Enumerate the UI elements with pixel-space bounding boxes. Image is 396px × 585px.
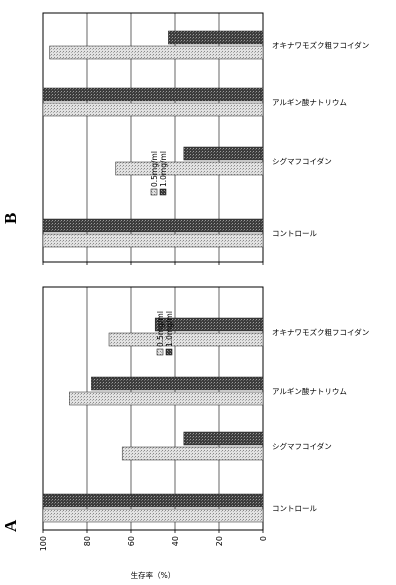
bar-1-0mg-4: [154, 317, 264, 332]
category-label: シグマフコイダン: [272, 441, 332, 451]
category-label: アルギン酸ナトリウム: [272, 386, 347, 396]
bar-0-5mg-1: [42, 508, 264, 523]
category-label: コントロール: [272, 504, 317, 513]
legend-swatch: [156, 348, 164, 356]
legend-label: 0.5mg/ml: [150, 151, 159, 187]
plot-frame: [42, 12, 264, 263]
legend-swatch: [150, 188, 158, 196]
tick-label: 40: [171, 536, 180, 546]
category-label: コントロール: [272, 229, 317, 238]
legend: 0.5mg/ml 1.0mg/ml: [156, 311, 174, 356]
plot-frame: [42, 286, 264, 531]
bar-0-5mg-3: [42, 102, 264, 117]
legend-swatch: [159, 188, 167, 196]
category-labels-b: コントロール シグマフコイダン アルギン酸ナトリウム オキナワモズク粗フコイダン: [272, 40, 369, 238]
panel-a-label: A: [1, 519, 20, 532]
tick-label: 20: [215, 536, 224, 546]
bar-0-5mg-2: [121, 446, 264, 461]
chart-panel-a: A 100 80 60 40 20 0 コントロール シグマフコイダン アルギン酸ナトリウム オ…: [1, 286, 369, 580]
bar-1-0mg-1: [42, 493, 264, 508]
panel-b-label: B: [1, 213, 20, 224]
legend-label: 1.0mg/ml: [159, 151, 168, 187]
bar-0-5mg-4: [49, 45, 264, 60]
bar-1-0mg-3: [91, 376, 264, 391]
category-label: オキナワモズク粗フコイダン: [272, 40, 369, 50]
bar-0-5mg-2: [115, 161, 264, 176]
bars-a: [42, 317, 264, 523]
bar-1-0mg-2: [183, 431, 264, 446]
bar-1-0mg-1: [42, 218, 264, 233]
legend: 0.5mg/ml 1.0mg/ml: [150, 151, 168, 196]
bar-1-0mg-3: [42, 87, 264, 102]
legend-label: 1.0mg/ml: [165, 311, 174, 347]
legend-a: 0.5mg/ml 1.0mg/ml: [156, 311, 174, 356]
bars-b: [42, 30, 264, 248]
category-label: アルギン酸ナトリウム: [272, 97, 347, 107]
bar-0-5mg-1: [42, 233, 264, 248]
chart-panel-b: B コントロールシグマフコイダンアルギン酸ナトリウムオキナワモズク粗フコイダン …: [1, 12, 369, 265]
category-label: シグマフコイダン: [272, 156, 332, 166]
tick-label: 60: [127, 536, 136, 546]
legend-swatch: [165, 348, 173, 356]
tick-label: 80: [83, 536, 92, 546]
legend-b: 0.5mg/ml 1.0mg/ml: [150, 151, 168, 196]
bar-1-0mg-2: [183, 146, 264, 161]
category-labels-a: コントロール シグマフコイダン アルギン酸ナトリウム オキナワモズク粗フコイダン: [272, 327, 369, 513]
bar-0-5mg-3: [69, 391, 264, 406]
tick-label: 0: [259, 536, 268, 541]
tick-labels-a: 100 80 60 40 20 0: [39, 536, 268, 551]
category-label: オキナワモズク粗フコイダン: [272, 327, 369, 337]
tick-label: 100: [39, 536, 48, 551]
legend-label: 0.5mg/ml: [156, 311, 165, 347]
x-axis-title: 生存率（%）: [131, 570, 176, 580]
bar-0-5mg-4: [108, 332, 264, 347]
bar-1-0mg-4: [168, 30, 264, 45]
